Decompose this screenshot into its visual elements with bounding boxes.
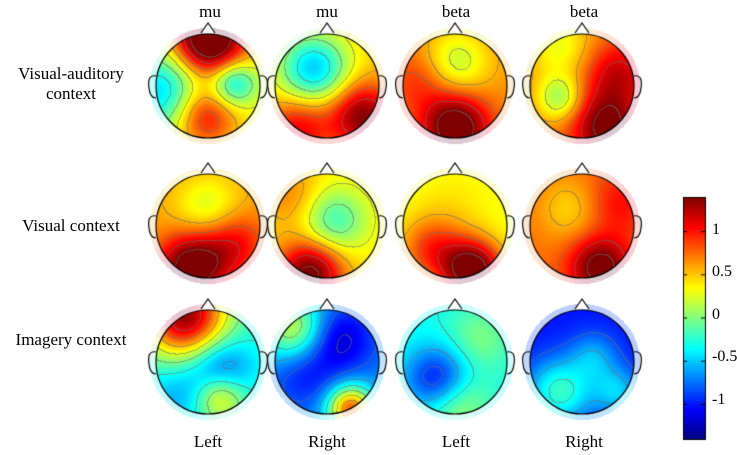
colorbar-tick: -0.5 [712,348,737,365]
row-label-line: Visual-auditory [18,64,124,83]
row-label-visual: Visual context [0,216,146,236]
column-header-mu-right: mu [316,2,338,21]
row-label-line: Imagery context [15,330,127,349]
column-footer-right-1: Right [308,432,346,451]
column-footer-right-2: Right [565,432,603,451]
colorbar-tick: 1 [712,221,720,238]
row-label-visual-auditory: Visual-auditory context [0,64,146,104]
colorbar-tick: 0 [712,306,720,323]
column-footer-left-1: Left [193,432,223,451]
column-header-mu-left: mu [199,2,221,21]
column-header-beta-left: beta [441,2,471,21]
colorbar-tick: -1 [712,391,726,408]
row-label-line: context [45,84,97,103]
column-header-beta-right: beta [569,2,599,21]
colorbar-tick: 0.5 [712,263,732,280]
column-footer-left-2: Left [441,432,471,451]
row-label-line: Visual context [22,216,120,235]
row-label-imagery: Imagery context [0,330,146,350]
